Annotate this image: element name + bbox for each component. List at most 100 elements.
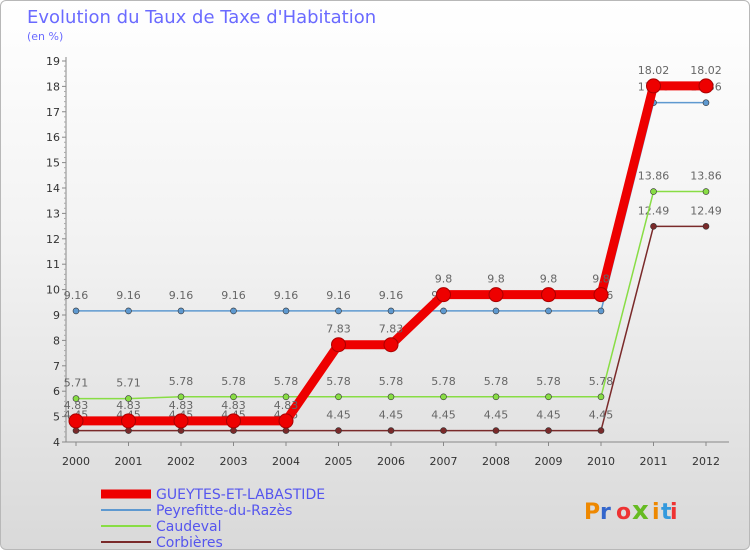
y-tick-label: 14 [46, 182, 60, 195]
x-tick-label: 2005 [325, 455, 353, 468]
data-point [545, 393, 552, 401]
data-point [230, 427, 237, 434]
series-line [75, 101, 707, 312]
data-label: 13.86 [690, 170, 722, 183]
data-label: 4.83 [274, 399, 299, 412]
data-point [177, 393, 185, 401]
legend-label: Peyrefitte-du-Razès [156, 503, 292, 519]
data-label: 12.49 [690, 204, 722, 217]
data-point [440, 393, 447, 401]
y-tick-label: 13 [46, 207, 60, 220]
data-point [125, 427, 132, 434]
y-tick-label: 4 [53, 436, 60, 449]
logo-letter: i [652, 500, 660, 525]
data-label: 5.78 [484, 375, 509, 388]
x-tick-label: 2010 [587, 455, 615, 468]
data-point [230, 307, 237, 315]
y-tick-label: 16 [46, 131, 60, 144]
x-tick-label: 2008 [482, 455, 510, 468]
x-tick-label: 2003 [220, 455, 248, 468]
logo-letter: P [584, 500, 600, 525]
data-label: 5.78 [169, 375, 194, 388]
data-point [440, 307, 447, 315]
logo-letter: o [616, 500, 631, 525]
logo-letter: r [600, 500, 611, 525]
data-point [335, 427, 342, 434]
y-tick-label: 15 [46, 157, 60, 170]
data-point [125, 307, 132, 315]
data-point [72, 427, 80, 434]
y-tick-label: 6 [53, 385, 60, 398]
x-tick-label: 2012 [692, 455, 720, 468]
chart-subtitle: (en %) [27, 30, 64, 43]
data-point [597, 307, 605, 315]
data-point [436, 287, 451, 303]
data-label: 13.86 [638, 170, 670, 183]
data-label: 9.16 [274, 289, 299, 302]
data-point [121, 413, 136, 429]
x-tick-label: 2001 [115, 455, 143, 468]
data-label: 4.45 [536, 409, 561, 422]
logo-letter: i [670, 500, 678, 525]
data-label: 4.45 [484, 409, 509, 422]
data-label: 9.16 [169, 289, 194, 302]
data-point [177, 307, 185, 315]
data-label: 4.45 [379, 409, 404, 422]
y-tick-label: 17 [46, 106, 60, 119]
data-label: 9.8 [435, 273, 453, 286]
data-point [702, 99, 710, 106]
data-point [597, 427, 605, 434]
y-tick-label: 11 [46, 258, 60, 271]
legend-label: Corbières [156, 535, 223, 550]
data-point [488, 287, 504, 303]
data-label: 5.78 [221, 375, 246, 388]
data-label: 18.02 [638, 64, 670, 77]
data-point [278, 413, 294, 429]
data-label: 4.83 [116, 399, 141, 412]
data-label: 18.02 [690, 64, 722, 77]
data-point [650, 188, 657, 195]
data-point [597, 393, 605, 401]
data-label: 7.83 [379, 323, 404, 336]
y-tick-label: 10 [46, 284, 60, 297]
data-label: 4.45 [326, 409, 351, 422]
x-tick-label: 2002 [167, 455, 195, 468]
data-point [72, 395, 80, 402]
data-label: 5.71 [116, 377, 141, 390]
data-point [440, 427, 447, 434]
data-label: 9.16 [221, 289, 246, 302]
y-tick-label: 5 [53, 411, 60, 424]
data-point [335, 307, 342, 315]
series-line [71, 81, 711, 426]
data-point [650, 223, 657, 230]
y-tick-label: 9 [53, 309, 60, 322]
data-label: 9.16 [64, 289, 89, 302]
data-point [545, 427, 552, 434]
data-point [545, 307, 552, 315]
data-label: 5.78 [536, 375, 561, 388]
data-label: 5.78 [379, 375, 404, 388]
data-label: 5.78 [589, 375, 614, 388]
chart-title: Evolution du Taux de Taxe d'Habitation [27, 7, 377, 28]
data-point [387, 393, 395, 401]
data-point [593, 287, 609, 303]
data-point [282, 393, 290, 401]
data-label: 5.78 [274, 375, 299, 388]
data-point [541, 287, 556, 303]
data-label: 9.16 [326, 289, 351, 302]
data-point [335, 393, 342, 401]
x-tick-label: 2007 [430, 455, 458, 468]
data-label: 9.8 [592, 273, 610, 286]
x-tick-label: 2004 [272, 455, 300, 468]
data-label: 4.83 [64, 399, 89, 412]
data-label: 5.78 [326, 375, 351, 388]
data-point [698, 78, 714, 94]
data-point [68, 413, 84, 429]
data-point [702, 188, 710, 195]
data-point [646, 78, 661, 94]
data-label: 5.71 [64, 377, 89, 390]
data-label: 7.83 [326, 323, 351, 336]
data-point [387, 307, 395, 315]
data-point [282, 307, 290, 315]
